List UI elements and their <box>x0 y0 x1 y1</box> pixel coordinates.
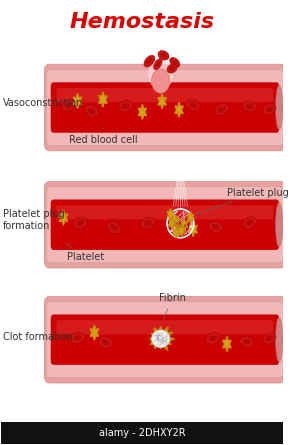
Ellipse shape <box>206 332 220 344</box>
Polygon shape <box>99 92 107 107</box>
Polygon shape <box>150 327 175 351</box>
Ellipse shape <box>276 202 283 247</box>
Ellipse shape <box>62 99 76 112</box>
Ellipse shape <box>122 103 130 109</box>
Polygon shape <box>138 105 146 119</box>
Ellipse shape <box>189 102 197 108</box>
FancyBboxPatch shape <box>44 182 286 268</box>
FancyBboxPatch shape <box>46 69 284 146</box>
Text: Platelet plug: Platelet plug <box>196 188 289 214</box>
Ellipse shape <box>155 61 160 67</box>
Ellipse shape <box>85 105 99 117</box>
Ellipse shape <box>154 59 162 70</box>
FancyBboxPatch shape <box>51 199 279 250</box>
Polygon shape <box>59 210 68 225</box>
Ellipse shape <box>240 336 254 348</box>
Ellipse shape <box>110 225 118 231</box>
Ellipse shape <box>160 53 166 58</box>
Ellipse shape <box>243 217 256 228</box>
Polygon shape <box>172 214 178 226</box>
Ellipse shape <box>158 51 169 60</box>
Polygon shape <box>181 219 188 231</box>
FancyBboxPatch shape <box>51 82 279 133</box>
Text: Clot formation: Clot formation <box>3 332 73 343</box>
Ellipse shape <box>169 66 175 71</box>
Ellipse shape <box>144 55 155 67</box>
Ellipse shape <box>167 64 177 73</box>
Text: alamy - 2DHXY2R: alamy - 2DHXY2R <box>99 428 186 438</box>
Ellipse shape <box>246 103 254 109</box>
Ellipse shape <box>209 336 217 341</box>
Ellipse shape <box>276 318 283 362</box>
Ellipse shape <box>152 69 170 93</box>
Ellipse shape <box>242 101 256 112</box>
Text: Platelet: Platelet <box>66 243 105 262</box>
Polygon shape <box>169 218 176 229</box>
Polygon shape <box>90 325 99 340</box>
Ellipse shape <box>74 335 82 341</box>
FancyBboxPatch shape <box>51 315 279 365</box>
Text: Vasoconstriction: Vasoconstriction <box>3 98 83 108</box>
Ellipse shape <box>276 85 283 129</box>
Ellipse shape <box>146 58 152 64</box>
Polygon shape <box>74 93 82 109</box>
Ellipse shape <box>246 219 254 226</box>
Ellipse shape <box>65 102 73 109</box>
Ellipse shape <box>184 224 188 227</box>
Ellipse shape <box>262 332 276 344</box>
Ellipse shape <box>152 330 170 348</box>
Polygon shape <box>167 209 174 220</box>
Polygon shape <box>173 227 179 238</box>
Bar <box>2 422 284 444</box>
Ellipse shape <box>214 104 229 116</box>
Text: Platelet plug
formation: Platelet plug formation <box>3 209 64 231</box>
Ellipse shape <box>73 217 88 229</box>
Ellipse shape <box>243 339 250 345</box>
Polygon shape <box>178 225 184 236</box>
Ellipse shape <box>262 104 276 115</box>
Ellipse shape <box>148 59 173 90</box>
Ellipse shape <box>141 217 155 229</box>
Text: Hemostasis: Hemostasis <box>70 12 215 32</box>
Ellipse shape <box>212 224 220 230</box>
Text: Fibrin: Fibrin <box>158 293 185 320</box>
Ellipse shape <box>172 60 178 65</box>
FancyBboxPatch shape <box>46 302 284 378</box>
Polygon shape <box>175 102 183 117</box>
Ellipse shape <box>99 336 113 348</box>
FancyBboxPatch shape <box>44 296 286 383</box>
FancyBboxPatch shape <box>56 320 274 334</box>
Text: Red blood cell: Red blood cell <box>69 127 137 145</box>
Polygon shape <box>158 94 166 109</box>
Ellipse shape <box>173 220 182 227</box>
Polygon shape <box>189 222 197 237</box>
FancyBboxPatch shape <box>44 64 286 151</box>
FancyBboxPatch shape <box>46 187 284 263</box>
Ellipse shape <box>88 108 95 114</box>
Ellipse shape <box>266 336 273 341</box>
Ellipse shape <box>144 220 152 226</box>
Ellipse shape <box>209 221 223 233</box>
Ellipse shape <box>175 222 180 225</box>
Ellipse shape <box>182 222 189 229</box>
FancyBboxPatch shape <box>56 88 274 102</box>
Ellipse shape <box>70 332 85 344</box>
Ellipse shape <box>76 220 84 226</box>
Ellipse shape <box>218 107 225 113</box>
Ellipse shape <box>107 222 121 234</box>
Ellipse shape <box>118 101 133 112</box>
Ellipse shape <box>102 340 110 345</box>
FancyBboxPatch shape <box>56 205 274 219</box>
Ellipse shape <box>186 99 200 111</box>
Polygon shape <box>223 336 231 352</box>
Ellipse shape <box>170 57 180 68</box>
Polygon shape <box>173 217 180 229</box>
Polygon shape <box>187 211 194 223</box>
Ellipse shape <box>266 106 273 112</box>
